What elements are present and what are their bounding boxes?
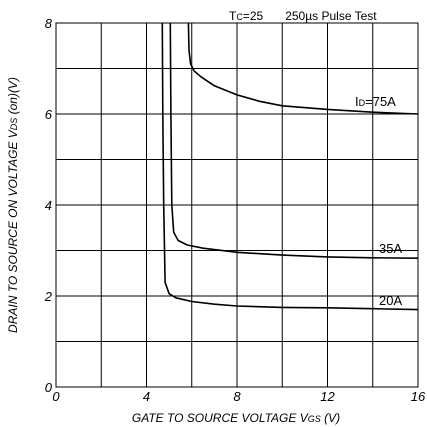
y-tick-label: 2 bbox=[44, 289, 53, 304]
y-tick-label: 8 bbox=[45, 16, 53, 31]
x-tick-label: 8 bbox=[233, 389, 241, 404]
y-tick-label: 6 bbox=[45, 107, 53, 122]
x-tick-label: 16 bbox=[411, 389, 426, 404]
curves bbox=[161, 22, 419, 311]
curve-label-35a: 35A bbox=[379, 241, 402, 256]
test-conditions-annotation: TC=25 250µs Pulse Test bbox=[229, 9, 377, 23]
y-tick-label: 0 bbox=[45, 380, 53, 395]
plot-frame bbox=[55, 22, 419, 388]
x-axis-title: GATE TO SOURCE VOLTAGE VGS (V) bbox=[132, 411, 340, 425]
x-tick-label: 0 bbox=[52, 389, 60, 404]
x-tick-label: 4 bbox=[143, 389, 150, 404]
x-tick-label: 12 bbox=[320, 389, 335, 404]
curve-label-75a: ID=75A bbox=[355, 94, 396, 109]
curve-id-35a bbox=[169, 22, 419, 259]
grid bbox=[56, 23, 418, 387]
y-axis-title: DRAIN TO SOURCE ON VOLTAGE VDS (on)(V) bbox=[6, 77, 20, 333]
y-tick-label: 4 bbox=[45, 198, 52, 213]
curve-id-75a bbox=[187, 22, 419, 115]
curve-id-20a bbox=[161, 22, 419, 311]
curve-label-20a: 20A bbox=[379, 293, 402, 308]
